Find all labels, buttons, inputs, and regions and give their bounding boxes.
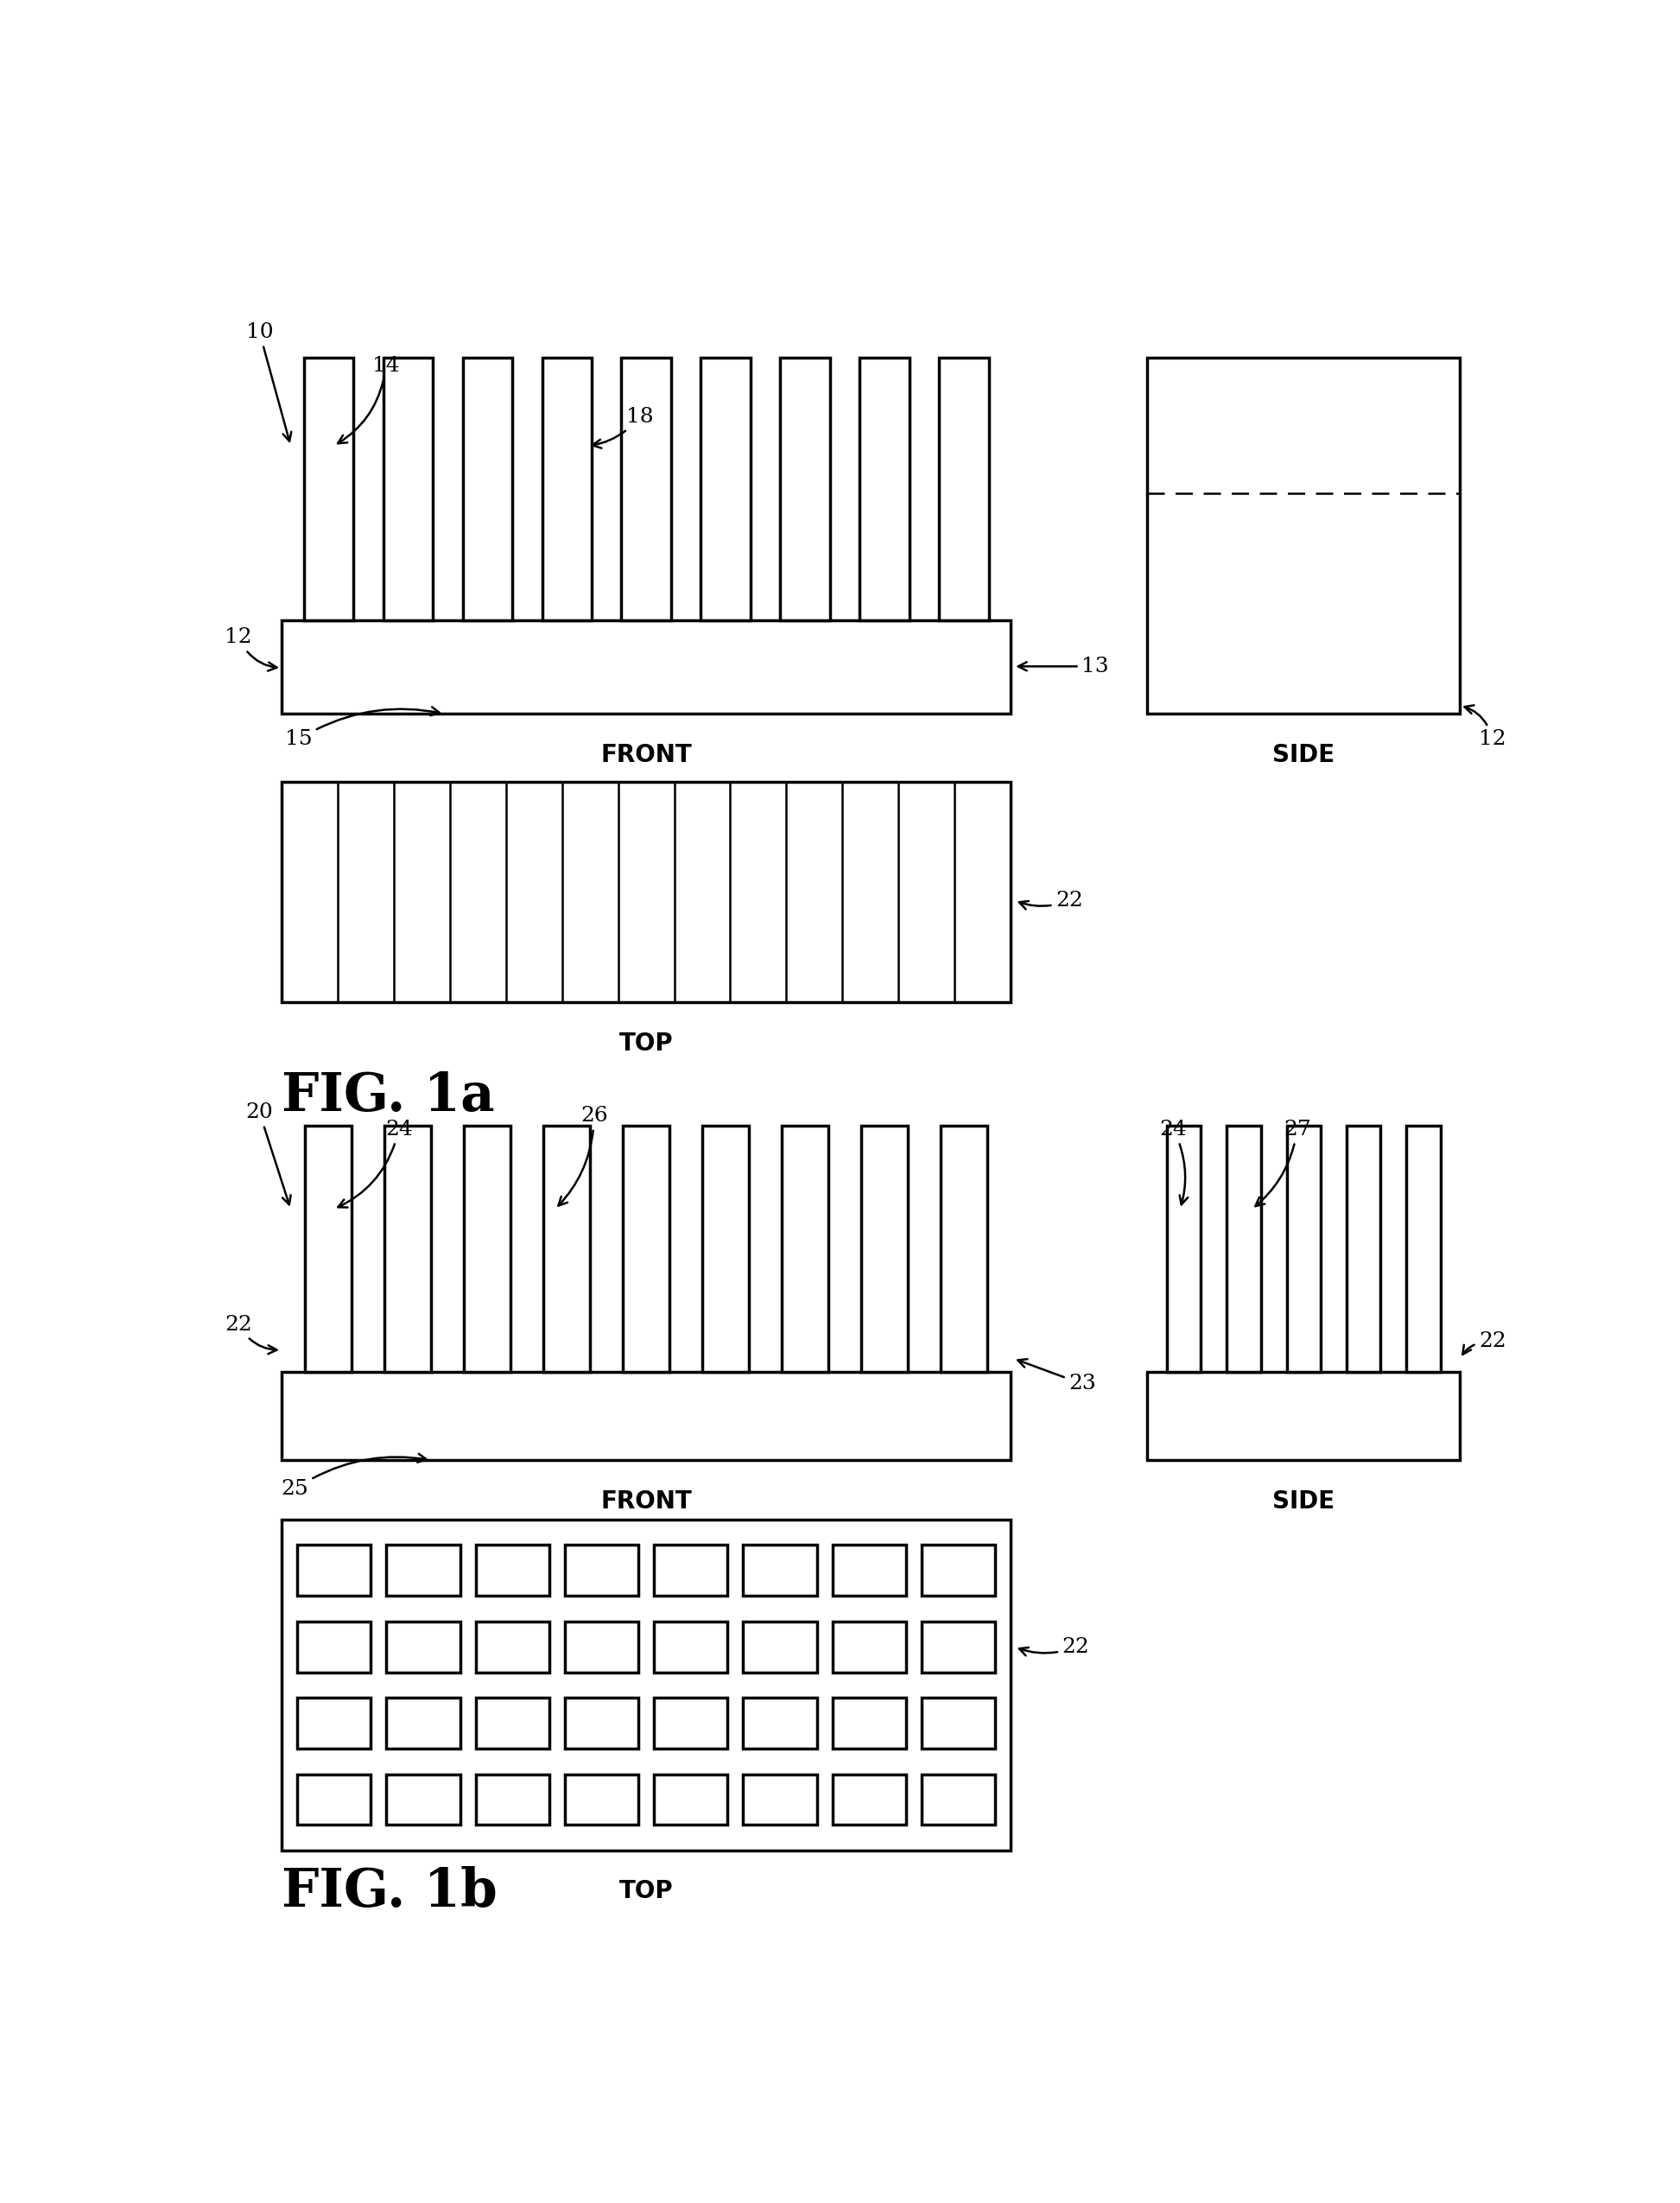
Bar: [654, 1699, 727, 1749]
Bar: [780, 357, 830, 621]
Bar: [282, 1372, 1011, 1461]
Bar: [297, 1699, 371, 1749]
Text: FIG. 1a: FIG. 1a: [282, 1071, 494, 1121]
Bar: [386, 1699, 460, 1749]
Bar: [622, 357, 670, 621]
Bar: [1226, 1126, 1260, 1372]
Bar: [475, 1621, 549, 1672]
Bar: [306, 1126, 351, 1372]
Text: TOP: TOP: [620, 1879, 674, 1903]
Text: 26: 26: [558, 1106, 608, 1205]
Bar: [939, 357, 988, 621]
Bar: [464, 1126, 511, 1372]
Bar: [654, 1544, 727, 1595]
Text: 22: 22: [1463, 1331, 1507, 1355]
Text: SIDE: SIDE: [1272, 1489, 1336, 1513]
Bar: [1168, 1126, 1201, 1372]
Text: 22: 22: [1020, 1637, 1090, 1657]
Text: FRONT: FRONT: [600, 1489, 692, 1513]
Bar: [922, 1699, 995, 1749]
Bar: [1287, 1126, 1320, 1372]
Bar: [941, 1126, 988, 1372]
Bar: [832, 1699, 906, 1749]
Text: 22: 22: [1020, 890, 1084, 910]
Bar: [701, 357, 751, 621]
Bar: [564, 1699, 638, 1749]
Text: 24: 24: [338, 1119, 413, 1207]
Text: 20: 20: [245, 1102, 291, 1205]
Bar: [860, 1126, 907, 1372]
Text: 10: 10: [245, 322, 291, 441]
Bar: [475, 1544, 549, 1595]
Bar: [282, 621, 1011, 714]
Bar: [832, 1621, 906, 1672]
Bar: [543, 1126, 590, 1372]
Bar: [860, 357, 909, 621]
Bar: [832, 1544, 906, 1595]
Text: 12: 12: [225, 628, 277, 672]
Bar: [462, 357, 512, 621]
Text: 27: 27: [1255, 1119, 1310, 1207]
Bar: [702, 1126, 749, 1372]
Bar: [743, 1773, 816, 1824]
Text: 14: 14: [338, 357, 400, 443]
Bar: [282, 782, 1011, 1002]
Bar: [1347, 1126, 1381, 1372]
Bar: [475, 1773, 549, 1824]
Bar: [282, 1520, 1011, 1851]
Bar: [781, 1126, 828, 1372]
Bar: [386, 1621, 460, 1672]
Text: 13: 13: [1018, 656, 1109, 676]
Bar: [743, 1699, 816, 1749]
Text: 25: 25: [281, 1454, 427, 1498]
Bar: [654, 1773, 727, 1824]
Text: 18: 18: [593, 408, 654, 447]
Text: 24: 24: [1159, 1119, 1188, 1205]
Bar: [543, 357, 591, 621]
Bar: [475, 1699, 549, 1749]
Bar: [383, 357, 433, 621]
Bar: [564, 1773, 638, 1824]
Bar: [743, 1621, 816, 1672]
Bar: [297, 1773, 371, 1824]
Bar: [1406, 1126, 1440, 1372]
Bar: [623, 1126, 670, 1372]
Bar: [922, 1621, 995, 1672]
Bar: [386, 1544, 460, 1595]
Bar: [564, 1621, 638, 1672]
Bar: [922, 1773, 995, 1824]
Text: FRONT: FRONT: [600, 742, 692, 767]
Bar: [386, 1773, 460, 1824]
Bar: [922, 1544, 995, 1595]
Bar: [385, 1126, 432, 1372]
Text: TOP: TOP: [620, 1031, 674, 1055]
Bar: [832, 1773, 906, 1824]
Bar: [297, 1544, 371, 1595]
Text: 22: 22: [225, 1315, 277, 1355]
Text: 15: 15: [286, 707, 440, 749]
Bar: [1147, 357, 1460, 714]
Text: FIG. 1b: FIG. 1b: [282, 1866, 497, 1919]
Text: SIDE: SIDE: [1272, 742, 1336, 767]
Bar: [297, 1621, 371, 1672]
Bar: [654, 1621, 727, 1672]
Text: 23: 23: [1018, 1359, 1095, 1394]
Bar: [1147, 1372, 1460, 1461]
Text: 12: 12: [1465, 705, 1507, 749]
Bar: [564, 1544, 638, 1595]
Bar: [304, 357, 353, 621]
Bar: [743, 1544, 816, 1595]
